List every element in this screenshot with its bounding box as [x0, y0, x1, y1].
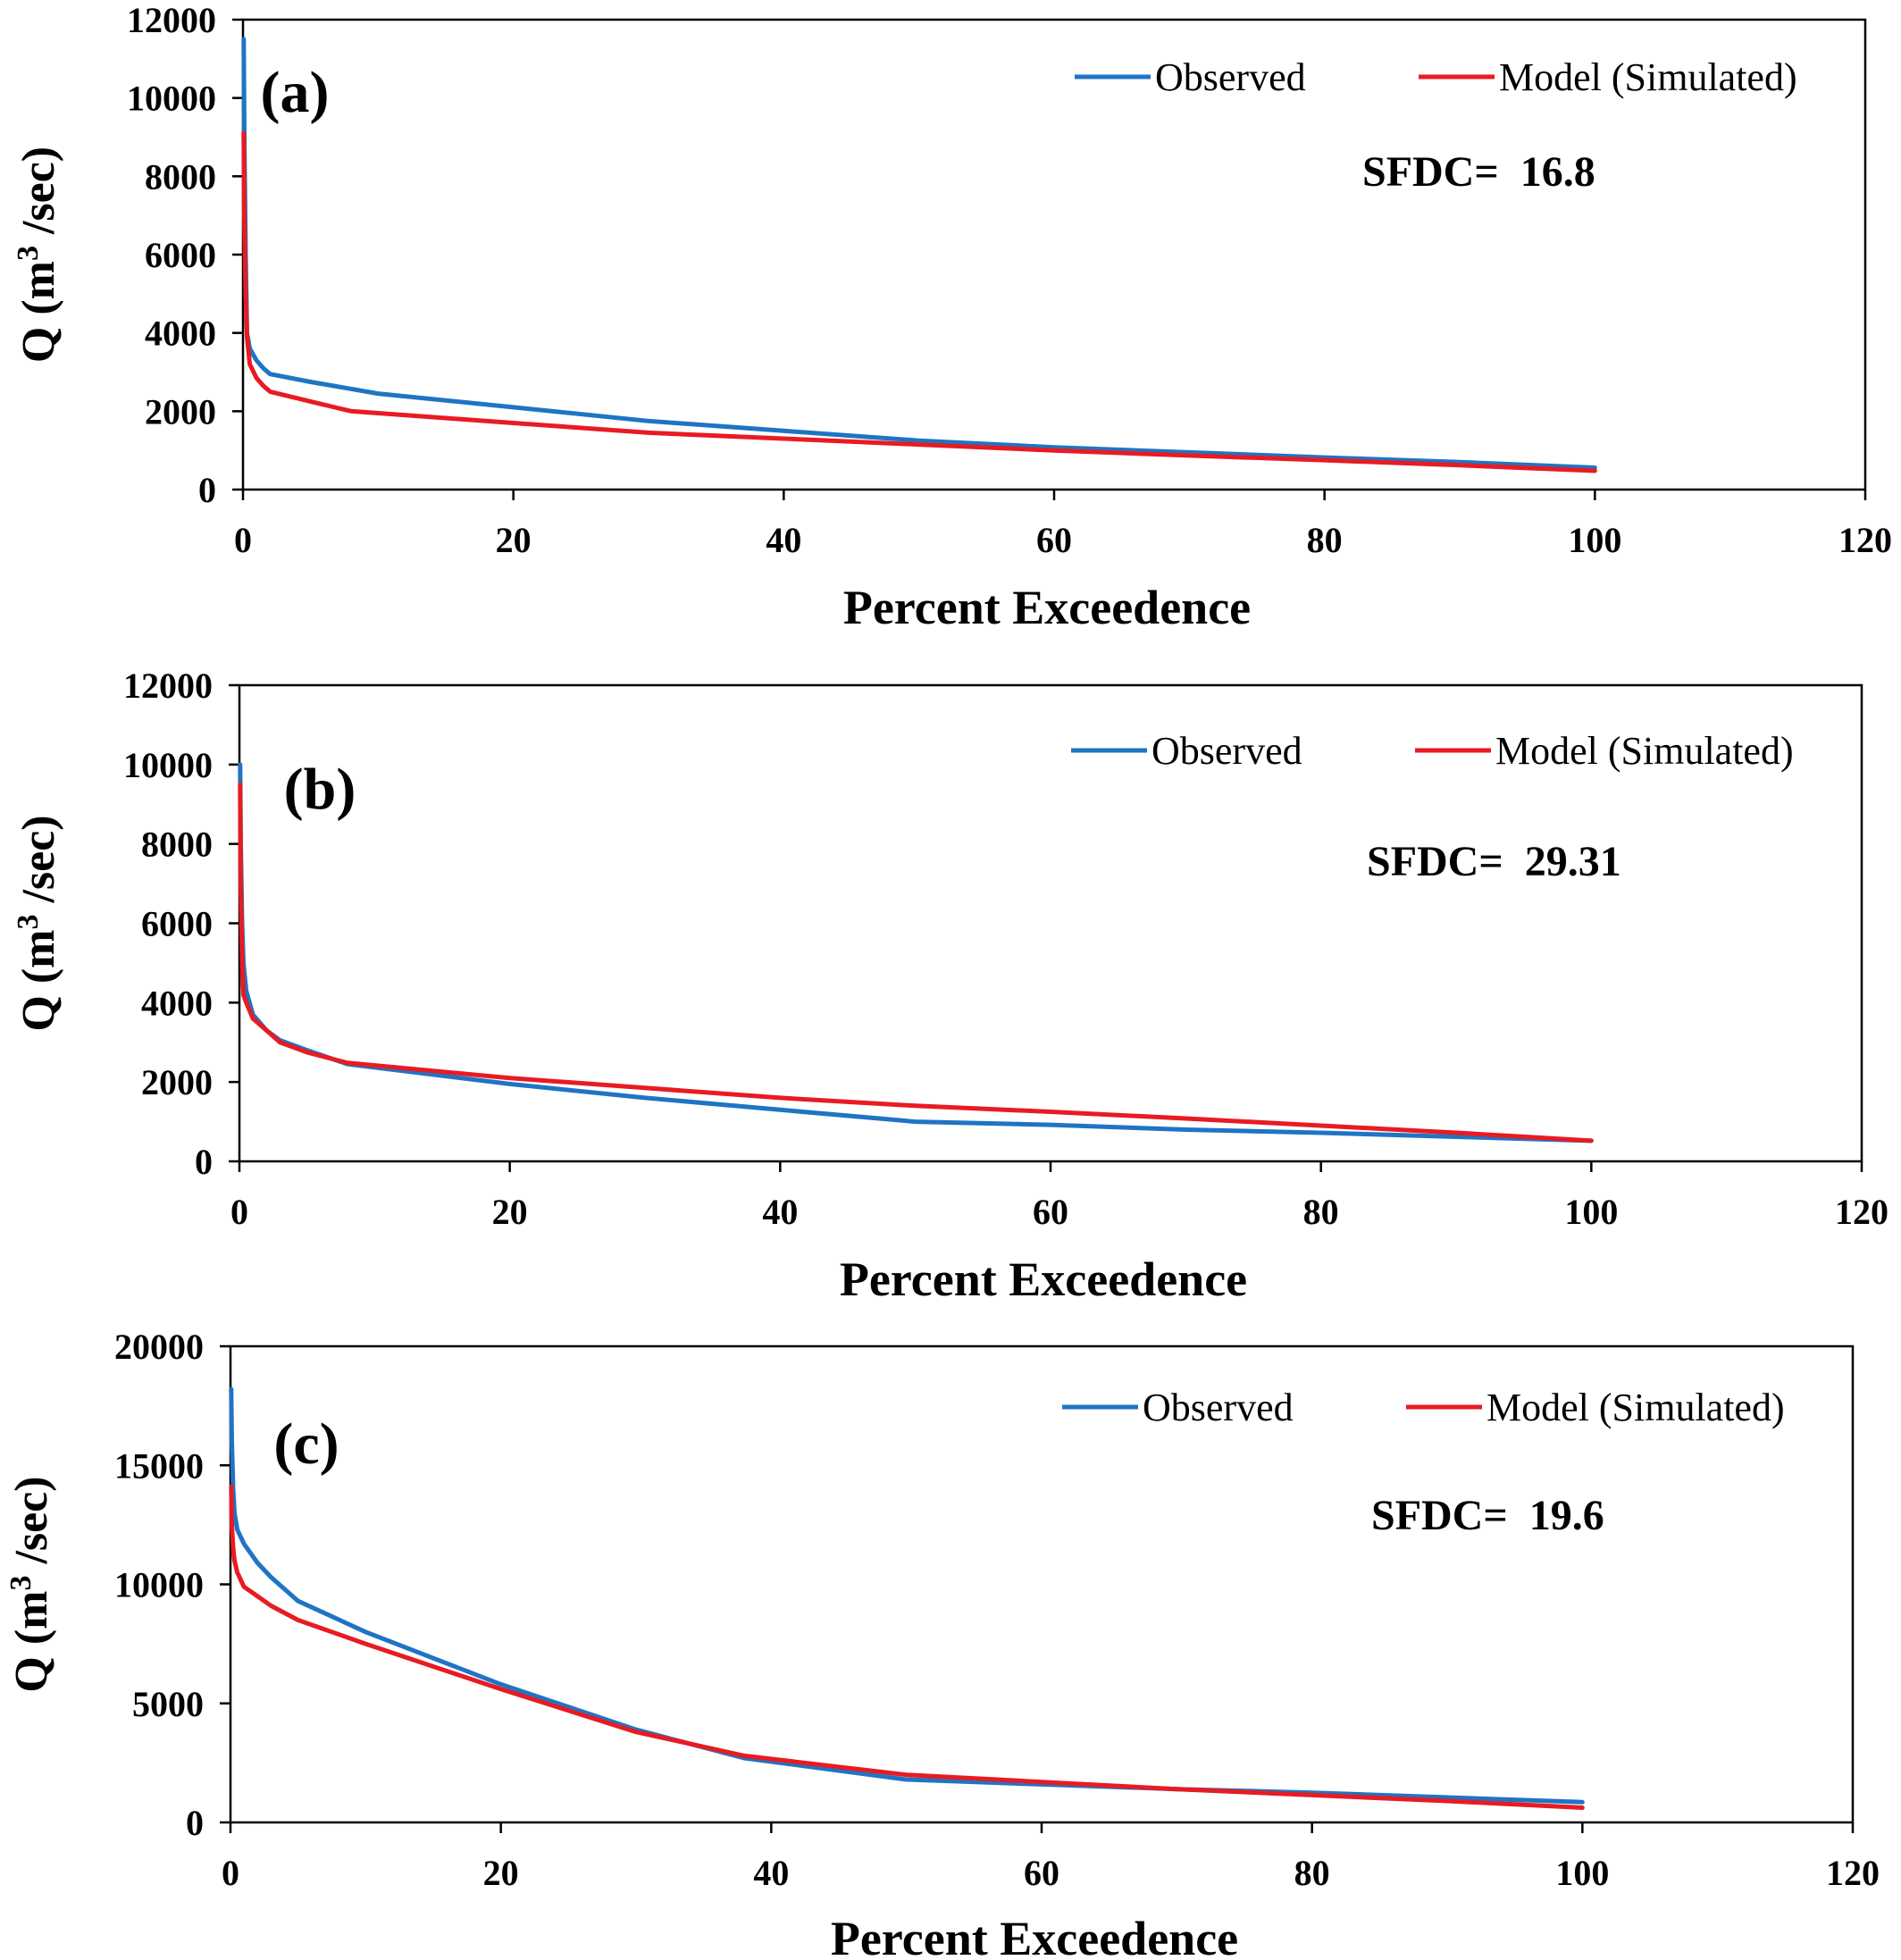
x-tick-label: 20: [492, 1192, 528, 1232]
x-tick-label: 100: [1568, 520, 1621, 560]
x-tick-label: 0: [222, 1853, 239, 1893]
y-tick-label: 15000: [114, 1445, 204, 1486]
y-tick-label: 0: [186, 1803, 204, 1843]
legend-entry: Observed: [1151, 729, 1302, 773]
y-tick-label: 5000: [132, 1684, 204, 1724]
y-tick-label: 4000: [145, 314, 216, 354]
sfdc-annotation: SFDC= 19.6: [1371, 1492, 1604, 1539]
x-tick-label: 80: [1303, 1192, 1339, 1232]
y-tick-label: 2000: [145, 391, 216, 431]
x-axis-label: Percent Exceedence: [840, 1252, 1247, 1306]
chart-panel: 0 20 40 60 80 100 120 0 2000 4000 6000 8000 10000 120…: [12, 666, 1888, 1306]
panel-label: (b): [284, 757, 356, 822]
sfdc-annotation: SFDC= 16.8: [1362, 148, 1595, 196]
y-tick-label: 12000: [123, 666, 213, 706]
y-axis-label: Q (m3 /sec): [12, 815, 64, 1031]
x-tick-label: 60: [1036, 520, 1072, 560]
x-tick-label: 120: [1826, 1853, 1880, 1893]
panel-label: (a): [261, 60, 330, 125]
model-series-line: [241, 130, 1597, 473]
y-tick-label: 8000: [141, 825, 213, 865]
y-axis-label: Q (m3 /sec): [4, 1476, 57, 1692]
y-axis-label: Q (m3 /sec): [12, 147, 64, 363]
x-tick-label: 60: [1033, 1192, 1068, 1232]
legend-entry: Model (Simulated): [1499, 55, 1797, 99]
y-tick-label: 0: [198, 470, 216, 510]
model-series-line: [229, 1484, 1585, 1810]
x-tick-label: 100: [1564, 1192, 1618, 1232]
x-tick-label: 0: [234, 520, 252, 560]
observed-series-line: [229, 1386, 1585, 1805]
panel-label: (c): [273, 1411, 339, 1477]
y-tick-label: 6000: [145, 235, 216, 275]
x-tick-label: 60: [1024, 1853, 1059, 1893]
y-tick-label: 10000: [123, 745, 213, 785]
observed-series-line: [241, 37, 1597, 470]
x-tick-label: 120: [1838, 520, 1892, 560]
legend-entry: Observed: [1143, 1386, 1294, 1429]
y-tick-label: 8000: [145, 156, 216, 197]
y-tick-label: 2000: [141, 1062, 213, 1102]
x-tick-label: 100: [1555, 1853, 1609, 1893]
y-tick-label: 10000: [114, 1565, 204, 1605]
legend-entry: Model (Simulated): [1495, 729, 1794, 773]
y-tick-label: 20000: [114, 1327, 204, 1367]
x-tick-label: 120: [1835, 1192, 1888, 1232]
sfdc-annotation: SFDC= 29.31: [1367, 838, 1621, 885]
x-tick-label: 20: [483, 1853, 519, 1893]
x-tick-label: 0: [230, 1192, 248, 1232]
y-tick-label: 10000: [127, 79, 216, 119]
x-tick-label: 80: [1294, 1853, 1330, 1893]
y-tick-label: 12000: [127, 0, 216, 40]
x-tick-label: 40: [753, 1853, 789, 1893]
x-tick-label: 20: [496, 520, 532, 560]
y-tick-label: 4000: [141, 983, 213, 1023]
x-tick-label: 40: [766, 520, 801, 560]
x-axis-label: Percent Exceedence: [831, 1912, 1238, 1960]
observed-series-line: [238, 762, 1594, 1143]
model-series-line: [238, 782, 1594, 1143]
chart-panel: 0 20 40 60 80 100 120 0 5000 10000 15000 20000 Perce…: [4, 1327, 1880, 1960]
y-tick-label: 0: [195, 1142, 213, 1182]
x-axis-label: Percent Exceedence: [843, 581, 1251, 634]
legend-entry: Model (Simulated): [1486, 1386, 1785, 1429]
legend-entry: Observed: [1155, 55, 1306, 99]
x-tick-label: 80: [1307, 520, 1343, 560]
chart-panel: 0 20 40 60 80 100 120 0 2000 4000 6000 8000 10000 120…: [12, 0, 1892, 634]
y-tick-label: 6000: [141, 904, 213, 944]
x-tick-label: 40: [762, 1192, 798, 1232]
